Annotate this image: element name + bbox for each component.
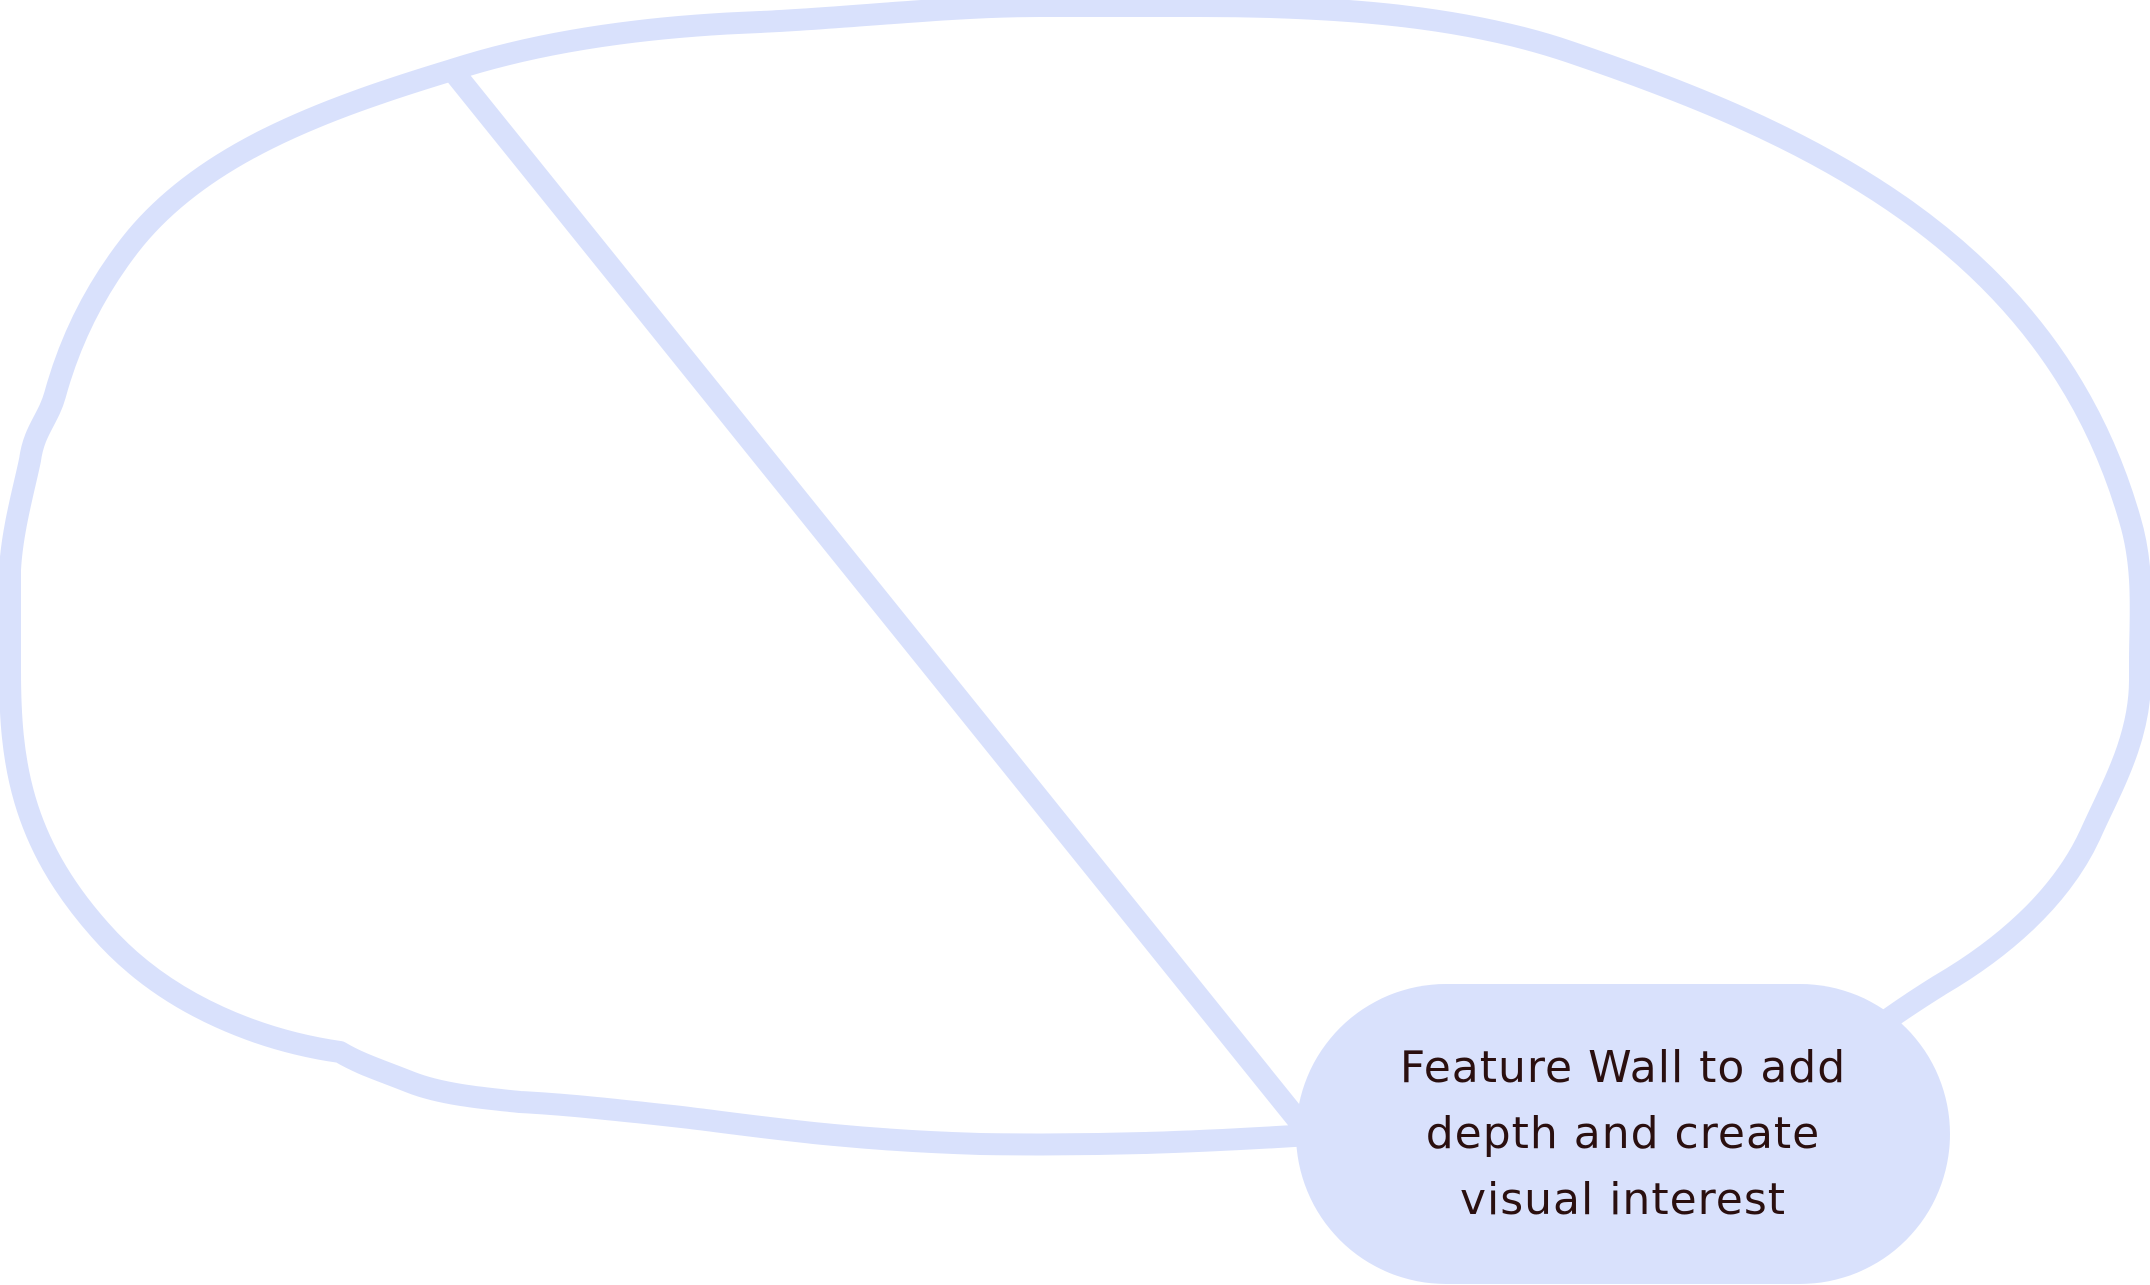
callout-label: Feature Wall to add depth and create vis… xyxy=(1399,1042,1847,1225)
feature-wall-callout: Feature Wall to add depth and create vis… xyxy=(1296,984,1950,1284)
region-outline-path xyxy=(0,0,2150,1156)
